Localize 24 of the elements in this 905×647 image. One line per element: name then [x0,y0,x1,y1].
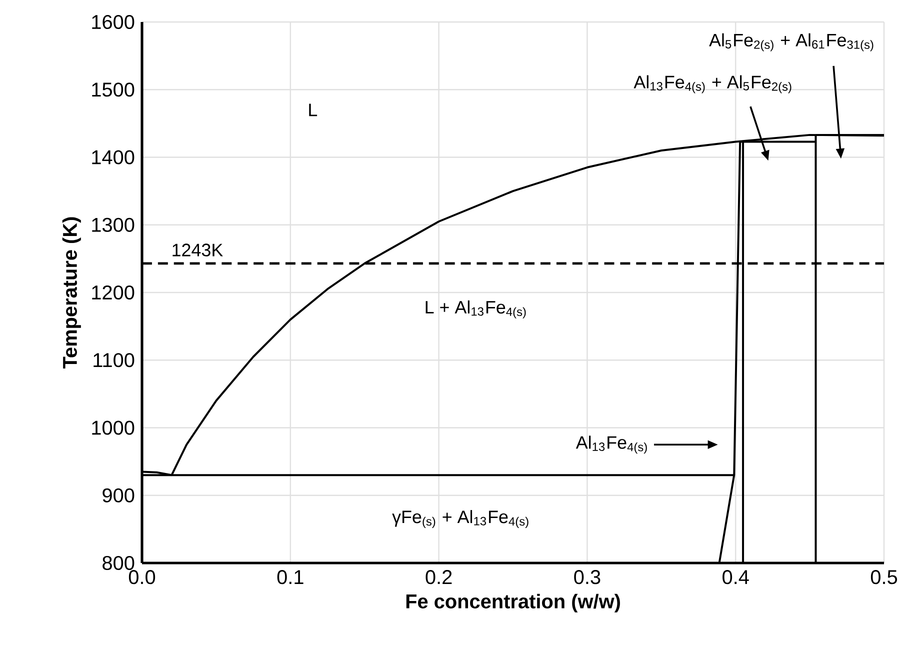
y-tick-label: 1400 [92,150,134,164]
y-tick-label: 1300 [92,218,134,232]
annotation: Al$_{5}$Fe$_{2(s)}$ + Al$_{61}$Fe$_{31(s)}$ [709,33,874,52]
y-axis-title: Temperature (K) [62,217,81,368]
x-tick-label: 0.4 [722,570,749,584]
y-tick-label: 1200 [92,285,134,300]
y-tick-label: 1600 [92,14,134,30]
x-tick-label: 0.0 [128,570,156,584]
annotation: L [309,104,318,116]
annotation: L + Al$_{13}$Fe$_{4(s)}$ [426,300,526,318]
x-tick-label: 0.3 [574,570,600,584]
annotation: Al$_{13}$Fe$_{4(s)}$ + Al$_{5}$Fe$_{2(s)}$ [634,75,792,94]
y-tick-label: 1000 [92,420,134,435]
y-tick-label: 900 [102,488,134,502]
y-tick-label: 1500 [92,82,134,97]
annotation: γFe$_{(s)}$ + Al$_{13}$Fe$_{4(s)}$ [392,510,528,528]
y-tick-label: 1100 [94,353,134,368]
x-axis-title: Fe concentration (w/w) [406,594,620,612]
x-tick-label: 0.5 [870,570,898,584]
ref-line-label: 1243K [172,244,223,256]
annotation: Al$_{13}$Fe$_{4(s)}$ [576,436,647,454]
x-tick-label: 0.2 [426,570,452,584]
x-tick-label: 0.1 [277,570,304,584]
y-tick-label: 800 [102,556,134,570]
